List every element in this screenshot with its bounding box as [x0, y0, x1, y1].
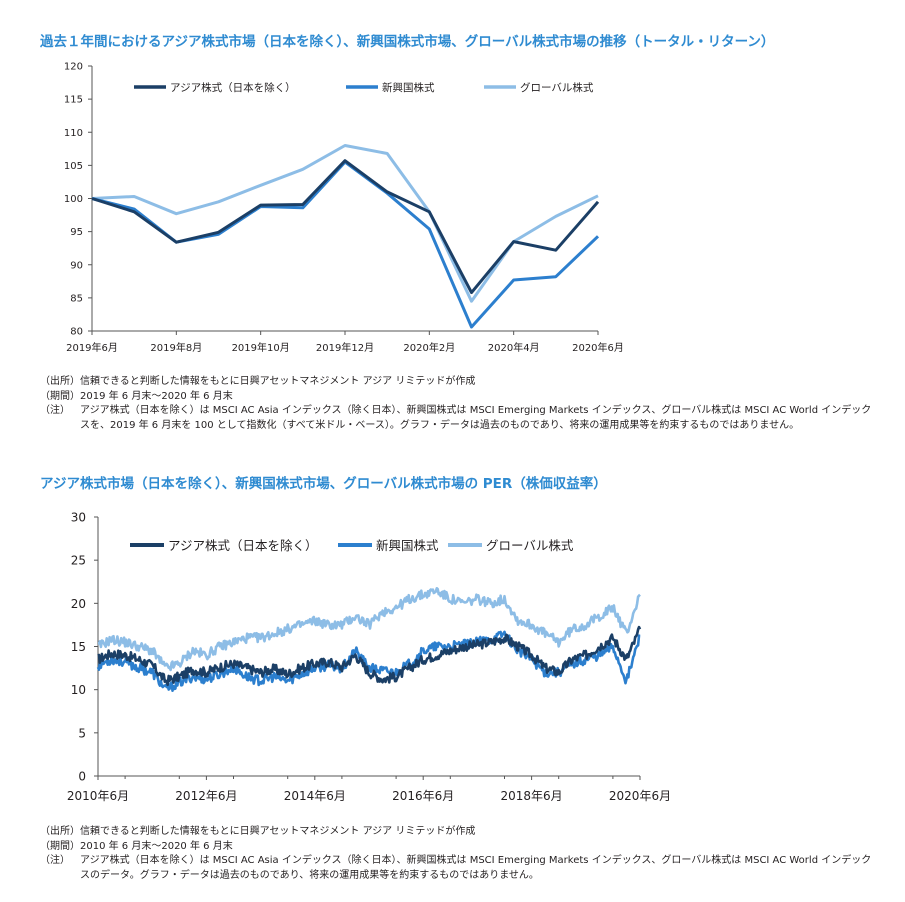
y-tick-label: 30 — [71, 511, 86, 525]
legend-label: アジア株式（日本を除く） — [168, 538, 318, 553]
period-text: 2010 年 6 月末～2020 年 6 月末 — [80, 840, 233, 852]
x-tick-label: 2019年10月 — [232, 341, 290, 354]
legend-label: グローバル株式 — [520, 81, 594, 94]
y-tick-label: 15 — [71, 640, 86, 654]
source-label: （出所） — [40, 826, 80, 837]
note-label: （注） — [40, 405, 70, 416]
y-tick-label: 10 — [71, 683, 86, 697]
x-tick-label: 2018年6月 — [501, 789, 563, 803]
period-label: （期間） — [40, 390, 80, 402]
y-tick-label: 90 — [70, 260, 83, 271]
y-tick-label: 20 — [71, 597, 86, 611]
y-tick-label: 100 — [64, 194, 83, 205]
x-tick-label: 2020年6月 — [609, 789, 671, 803]
chart1: 80 85 90 95 100 105 110 115 120 2019年6月 2019年8月 201… — [64, 62, 624, 355]
y-tick-label: 120 — [64, 62, 83, 73]
x-tick-label: 2016年6月 — [392, 789, 454, 803]
period-label: （期間） — [40, 840, 80, 852]
x-tick-label: 2019年12月 — [316, 341, 374, 354]
chart2-notes: （出所） 信頼できると判断した情報をもとに日興アセットマネジメント アジア リミテ… — [40, 825, 875, 883]
x-tick-label: 2019年8月 — [150, 341, 202, 354]
note-label: （注） — [40, 855, 70, 866]
y-tick-label: 5 — [78, 726, 86, 740]
x-tick-label: 2014年6月 — [284, 789, 346, 803]
period-text: 2019 年 6 月末～2020 年 6 月末 — [80, 390, 233, 402]
chart1-title: 過去１年間におけるアジア株式市場（日本を除く）、新興国株式市場、グローバル株式市… — [40, 34, 775, 50]
x-tick-label: 2020年2月 — [403, 341, 455, 354]
chart2: 0 5 10 15 20 25 30 2010年6月 2012年6月 2014年6月 2016年6月… — [67, 511, 671, 804]
note-text: アジア株式（日本を除く）は MSCI AC Asia インデックス（除く日本）、… — [80, 405, 872, 431]
source-text: 信頼できると判断した情報をもとに日興アセットマネジメント アジア リミテッドが作… — [80, 826, 476, 837]
chart1-notes: （出所） 信頼できると判断した情報をもとに日興アセットマネジメント アジア リミテ… — [40, 375, 875, 433]
y-tick-label: 95 — [70, 227, 83, 238]
legend-label: グローバル株式 — [486, 538, 574, 553]
y-tick-label: 115 — [64, 95, 83, 106]
y-tick-label: 85 — [70, 293, 83, 304]
chart2-title: アジア株式市場（日本を除く）、新興国株式市場、グローバル株式市場の PER（株価… — [40, 476, 607, 492]
series-line — [97, 586, 641, 672]
legend-label: 新興国株式 — [376, 538, 439, 553]
source-label: （出所） — [40, 376, 80, 387]
source-text: 信頼できると判断した情報をもとに日興アセットマネジメント アジア リミテッドが作… — [80, 376, 476, 387]
legend-label: アジア株式（日本を除く） — [170, 81, 296, 94]
note-text: アジア株式（日本を除く）は MSCI AC Asia インデックス（除く日本）、… — [80, 855, 872, 881]
y-tick-label: 25 — [71, 554, 86, 568]
x-tick-label: 2012年6月 — [175, 789, 237, 803]
legend-label: 新興国株式 — [382, 81, 435, 94]
x-tick-label: 2010年6月 — [67, 789, 129, 803]
x-tick-label: 2020年4月 — [488, 341, 540, 354]
y-tick-label: 80 — [70, 327, 83, 338]
x-tick-label: 2020年6月 — [572, 341, 624, 354]
series-line — [91, 159, 600, 295]
y-tick-label: 110 — [64, 128, 83, 139]
series-line — [97, 625, 642, 687]
y-tick-label: 105 — [64, 161, 83, 172]
y-tick-label: 0 — [78, 770, 86, 784]
x-tick-label: 2019年6月 — [66, 341, 118, 354]
